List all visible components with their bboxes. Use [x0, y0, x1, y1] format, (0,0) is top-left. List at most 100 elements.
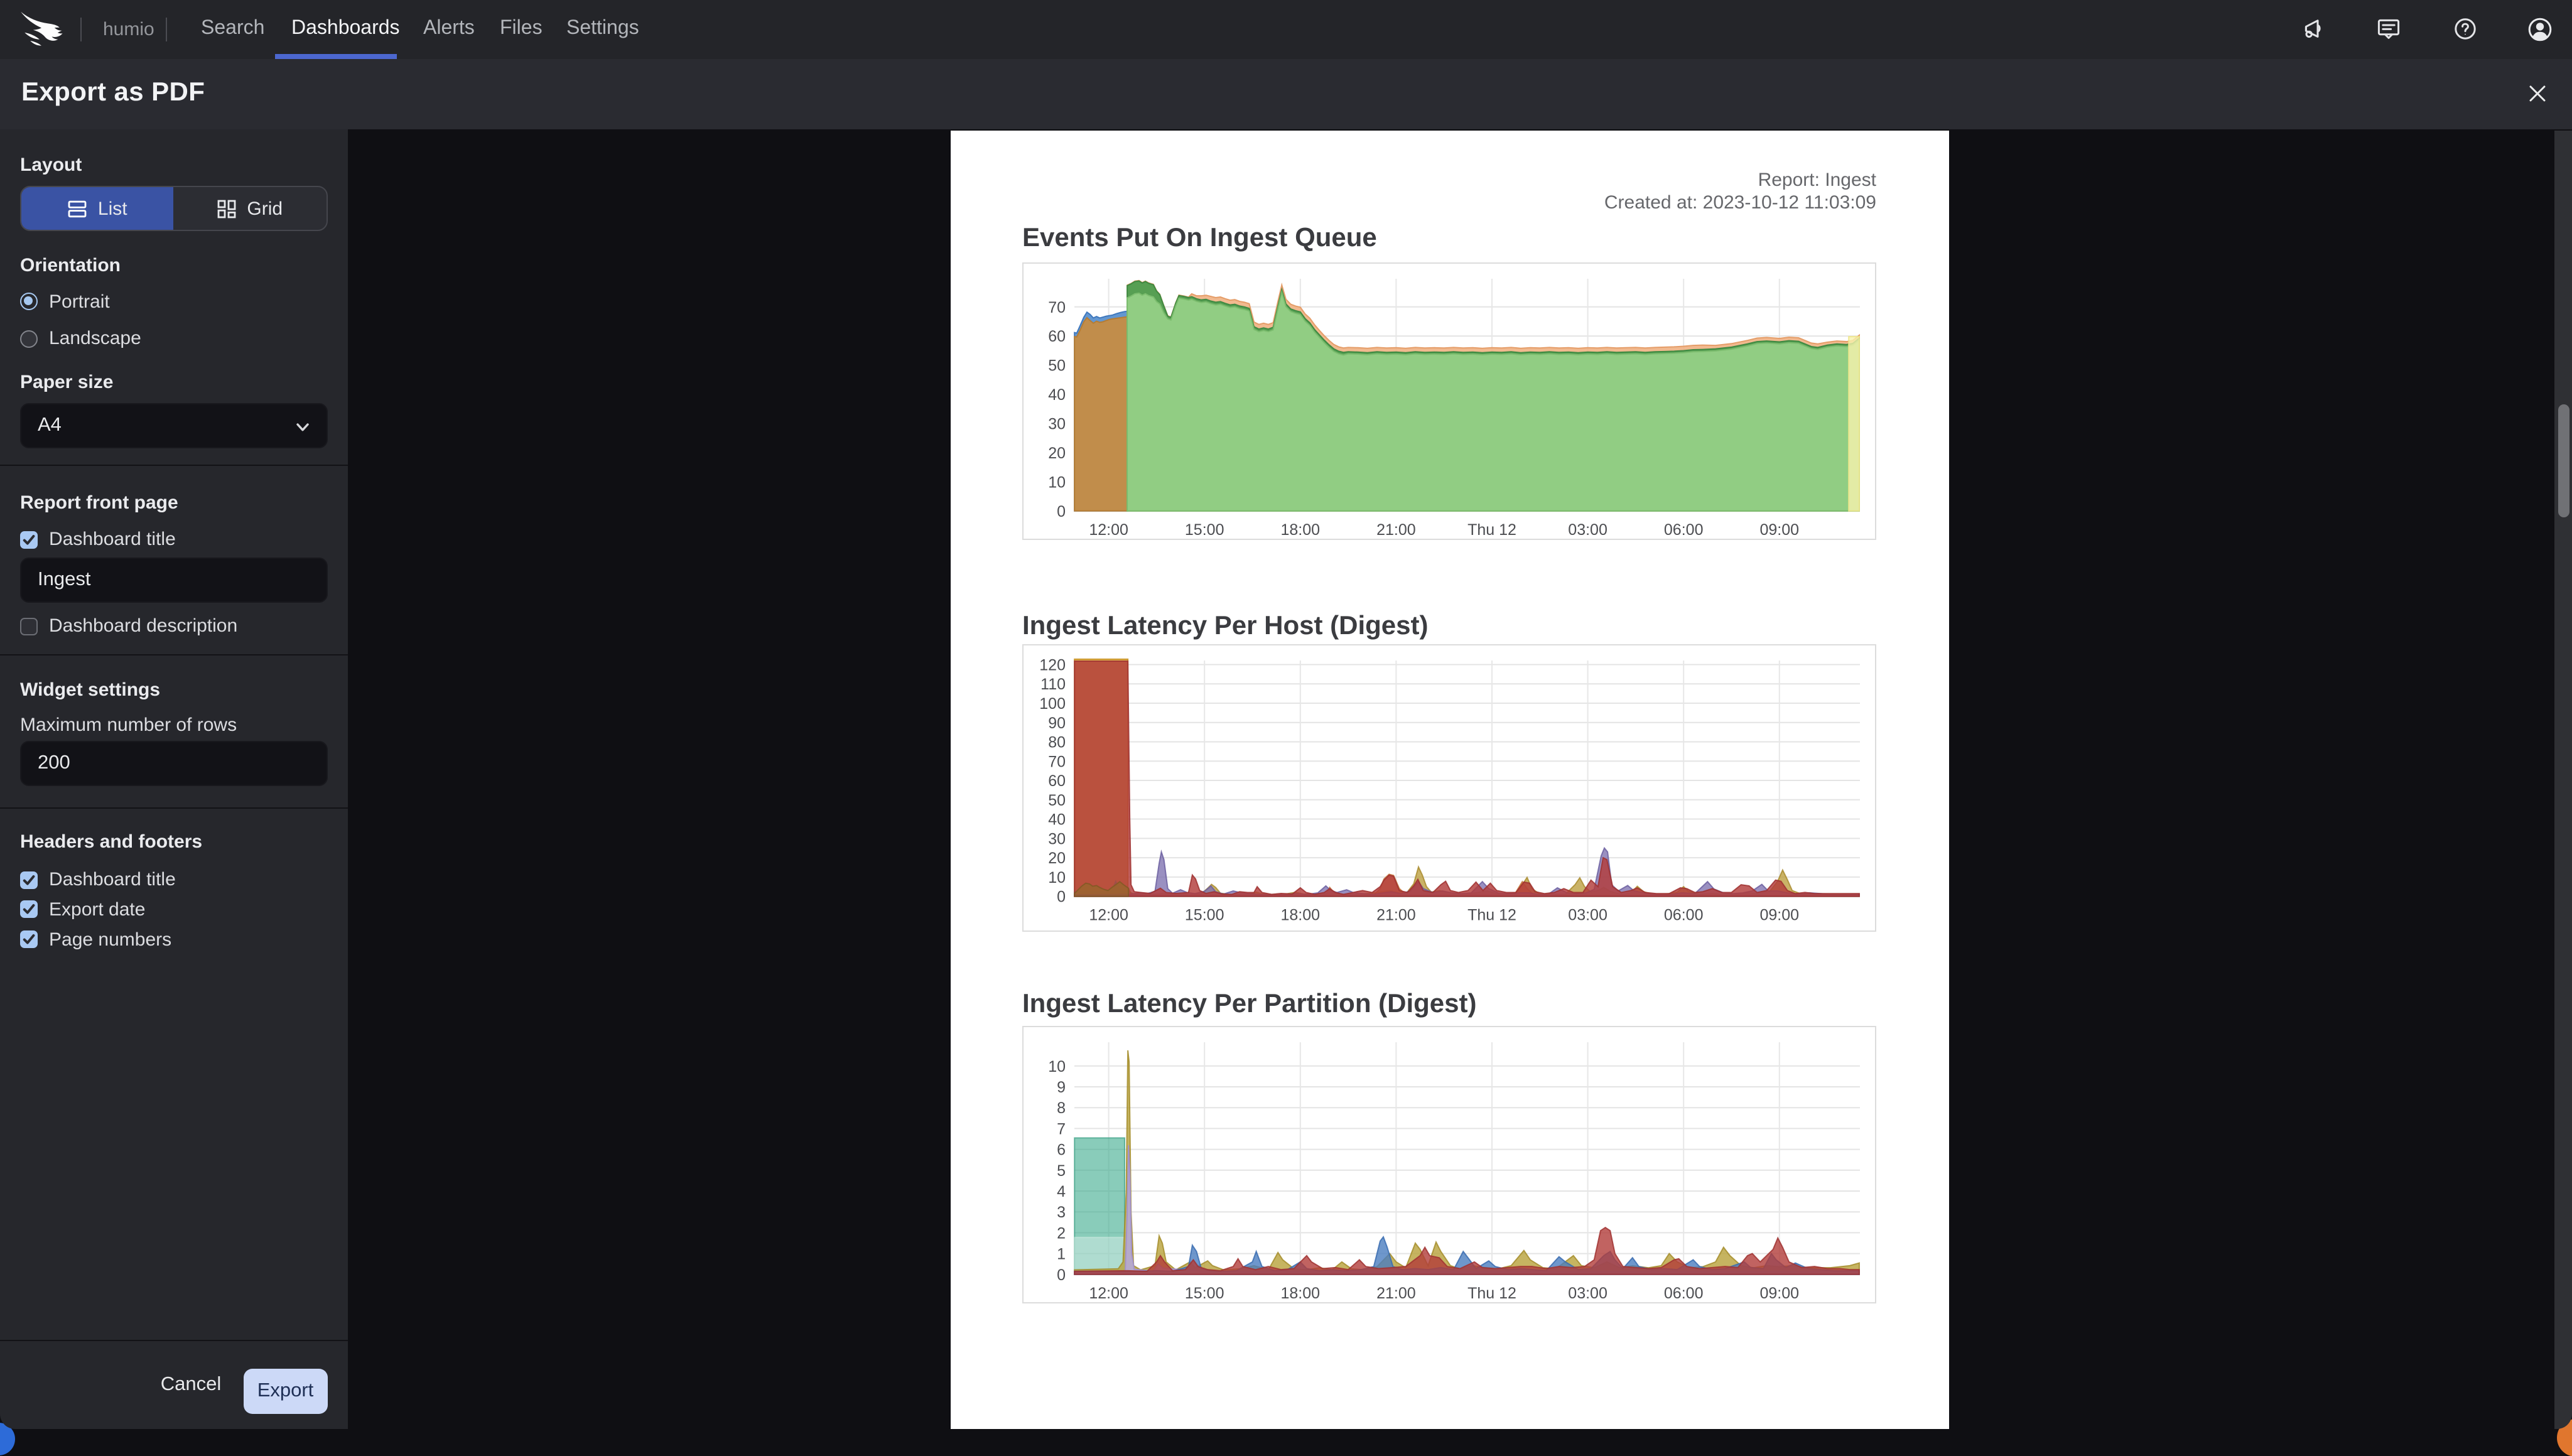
- checkbox-front-dashboard-title[interactable]: Dashboard title: [20, 529, 176, 550]
- y-tick-label: 10: [1048, 868, 1066, 886]
- y-tick-label: 40: [1048, 386, 1066, 403]
- y-tick-label: 50: [1048, 791, 1066, 809]
- nav-item-search[interactable]: Search: [201, 18, 265, 39]
- close-icon[interactable]: [2529, 85, 2546, 101]
- section-divider: [0, 654, 347, 655]
- x-tick-label: 03:00: [1568, 520, 1608, 538]
- paper-size-heading: Paper size: [20, 372, 114, 393]
- x-tick-label: 09:00: [1760, 520, 1800, 538]
- help-icon[interactable]: [2453, 16, 2478, 41]
- nav-repository-name[interactable]: humio: [103, 19, 154, 40]
- x-tick-label: Thu 12: [1467, 906, 1516, 924]
- y-tick-label: 40: [1048, 811, 1066, 828]
- scrollbar-thumb[interactable]: [2558, 404, 2569, 517]
- series-red-partition: [1074, 1226, 1860, 1275]
- x-tick-label: 03:00: [1568, 1285, 1608, 1302]
- y-tick-label: 50: [1048, 357, 1066, 374]
- checkbox-header-dashboard-title[interactable]: Dashboard title: [20, 869, 176, 890]
- export-settings-sidebar: Layout List Grid: [0, 129, 347, 1429]
- series-olive-partition: [1074, 1050, 1860, 1275]
- actions-divider: [0, 1340, 347, 1341]
- front-page-heading: Report front page: [20, 492, 178, 514]
- cancel-button[interactable]: Cancel: [152, 1366, 230, 1403]
- x-tick-label: 18:00: [1281, 1285, 1321, 1302]
- x-tick-label: 21:00: [1376, 520, 1416, 538]
- series-areas: [1074, 1050, 1860, 1275]
- checkbox-checked-icon: [20, 930, 38, 948]
- y-tick-label: 60: [1048, 327, 1066, 345]
- checkbox-dashboard-description[interactable]: Dashboard description: [20, 615, 237, 637]
- layout-list-button[interactable]: List: [21, 187, 174, 230]
- paper-size-value: A4: [38, 414, 62, 436]
- max-rows-input[interactable]: 200: [20, 741, 327, 786]
- axis-labels: 0 1 2 3 4 5 6 7 8 9 10 12:00 15:00 18:00 21:00 Thu 12 03…: [1048, 1058, 1799, 1302]
- megaphone-icon[interactable]: [2302, 16, 2327, 41]
- nav-item-alerts[interactable]: Alerts: [423, 18, 475, 39]
- y-tick-label: 8: [1057, 1099, 1066, 1117]
- widget-settings-heading: Widget settings: [20, 679, 161, 701]
- dashboard-title-input[interactable]: Ingest: [20, 558, 327, 602]
- page-numbers-label: Page numbers: [49, 929, 172, 950]
- nav-item-settings[interactable]: Settings: [566, 18, 639, 39]
- scrollbar-track[interactable]: [2554, 131, 2572, 1429]
- radio-portrait-label: Portrait: [49, 291, 110, 312]
- x-tick-label: 15:00: [1185, 520, 1224, 538]
- chart-title-ingest-latency-per-host: Ingest Latency Per Host (Digest): [1022, 612, 1429, 640]
- chart-title-events-put-on-ingest-queue: Events Put On Ingest Queue: [1022, 224, 1377, 252]
- profile-icon[interactable]: [2527, 16, 2553, 43]
- dashboard-description-label: Dashboard description: [49, 615, 238, 637]
- export-dialog-header: Export as PDF: [0, 59, 2572, 129]
- x-tick-label: 06:00: [1664, 520, 1704, 538]
- gridlines: [1074, 1042, 1860, 1275]
- header-dashboard-title-label: Dashboard title: [49, 869, 176, 890]
- report-meta: Report: Ingest Created at: 2023-10-12 11…: [1604, 170, 1876, 215]
- series-areas: [1074, 279, 1860, 511]
- y-tick-label: 20: [1048, 444, 1066, 461]
- y-tick-label: 70: [1048, 753, 1066, 770]
- active-tab-underline: [274, 53, 397, 59]
- export-date-label: Export date: [49, 898, 146, 920]
- max-rows-label: Maximum number of rows: [20, 715, 237, 736]
- series-light-green-hosts: [1127, 289, 1860, 511]
- checkbox-unchecked-icon: [20, 617, 38, 635]
- chart-title-ingest-latency-per-partition: Ingest Latency Per Partition (Digest): [1022, 990, 1477, 1018]
- feedback-icon[interactable]: [2376, 16, 2401, 41]
- section-divider: [0, 465, 347, 466]
- layout-list-label: List: [97, 198, 127, 219]
- orientation-section-heading: Orientation: [20, 254, 121, 276]
- dashboard-title-value: Ingest: [38, 568, 91, 590]
- checkbox-export-date[interactable]: Export date: [20, 898, 145, 920]
- export-button[interactable]: Export: [243, 1368, 328, 1413]
- y-tick-label: 110: [1040, 676, 1066, 693]
- x-tick-label: 21:00: [1376, 1285, 1416, 1302]
- y-tick-label: 30: [1048, 830, 1066, 848]
- max-rows-value: 200: [38, 752, 70, 774]
- y-tick-label: 10: [1048, 1058, 1066, 1076]
- checkbox-checked-icon: [20, 531, 38, 548]
- nav-item-dashboards[interactable]: Dashboards: [291, 18, 400, 39]
- section-divider: [0, 807, 347, 808]
- y-tick-label: 7: [1057, 1120, 1066, 1138]
- radio-portrait[interactable]: Portrait: [20, 291, 110, 312]
- radio-landscape[interactable]: Landscape: [20, 328, 141, 349]
- paper-size-select[interactable]: A4: [20, 403, 327, 448]
- nav-item-files[interactable]: Files: [500, 18, 543, 39]
- y-tick-label: 0: [1057, 502, 1066, 520]
- headers-footers-heading: Headers and footers: [20, 831, 203, 853]
- x-tick-label: 06:00: [1664, 1285, 1704, 1302]
- radio-selected-icon: [20, 293, 38, 310]
- chart-ingest-latency-per-host: 0 10 20 30 40 50 60 70 80 90 100 110 120 12:00 15:00 18…: [1022, 644, 1876, 932]
- layout-section-heading: Layout: [20, 154, 82, 175]
- crowdstrike-falcon-logo-icon[interactable]: [19, 10, 67, 49]
- layout-grid-button[interactable]: Grid: [174, 187, 327, 230]
- x-tick-label: 09:00: [1760, 906, 1800, 924]
- checkbox-page-numbers[interactable]: Page numbers: [20, 929, 171, 950]
- export-dialog-body: Layout List Grid: [0, 129, 2572, 1456]
- series-yellow-host-under-red: [1074, 880, 1130, 897]
- front-dashboard-title-label: Dashboard title: [49, 529, 176, 550]
- report-created-at: Created at: 2023-10-12 11:03:09: [1604, 192, 1876, 213]
- x-tick-label: 15:00: [1185, 906, 1224, 924]
